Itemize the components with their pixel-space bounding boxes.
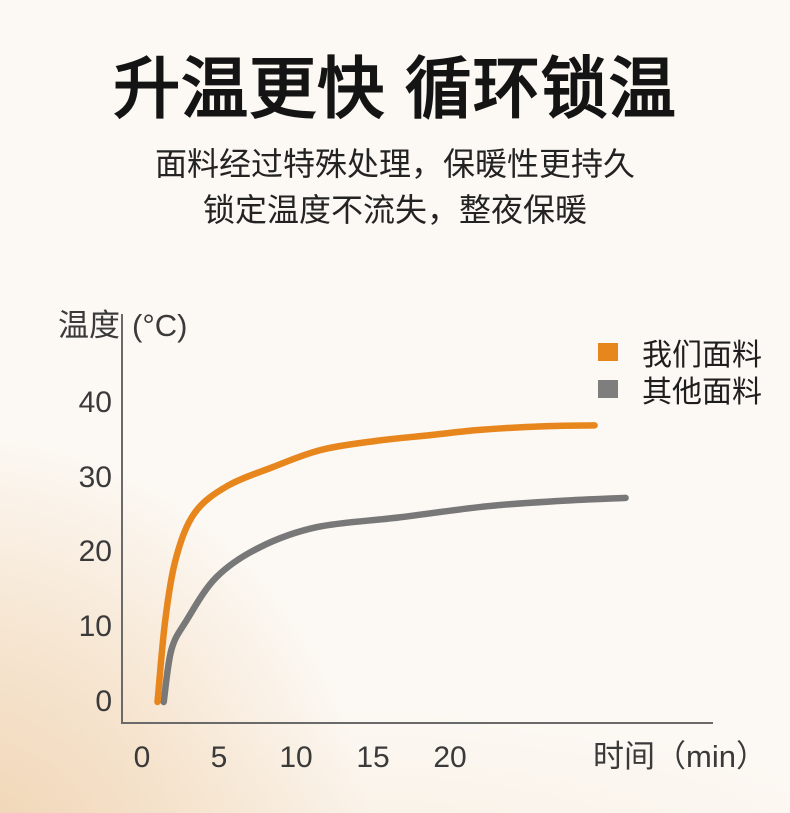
legend-item-our-fabric: 我们面料 bbox=[598, 336, 762, 372]
other-fabric-swatch-icon bbox=[598, 380, 618, 398]
our-fabric-line bbox=[154, 422, 598, 706]
legend-label: 我们面料 bbox=[642, 339, 762, 372]
our-fabric-swatch-icon bbox=[598, 343, 618, 361]
x-axis-title: 时间（min） bbox=[593, 739, 767, 774]
subtitle-line-2: 锁定温度不流失，整夜保暖 bbox=[202, 192, 587, 228]
page-subtitle: 面料经过特殊处理，保暖性更持久 锁定温度不流失，整夜保暖 bbox=[0, 141, 790, 233]
y-axis-unit: (°C) bbox=[132, 308, 188, 343]
y-tick-label: 10 bbox=[78, 610, 112, 643]
legend-label: 其他面料 bbox=[642, 376, 762, 409]
y-tick-label: 20 bbox=[78, 535, 112, 568]
chart-legend: 我们面料 其他面料 bbox=[598, 336, 762, 410]
x-tick-label: 5 bbox=[210, 741, 228, 774]
y-axis-title: 温度 bbox=[58, 308, 120, 343]
x-tick-label: 0 bbox=[133, 741, 151, 774]
x-tick-label: 20 bbox=[433, 741, 467, 774]
subtitle-line-1: 面料经过特殊处理，保暖性更持久 bbox=[154, 146, 635, 182]
x-tick-label: 10 bbox=[279, 741, 313, 774]
y-tick-label: 0 bbox=[95, 685, 112, 718]
other-fabric-line bbox=[160, 494, 629, 706]
y-tick-label: 30 bbox=[78, 461, 112, 494]
legend-item-other-fabric: 其他面料 bbox=[598, 373, 762, 409]
page-title: 升温更快 循环锁温 bbox=[113, 52, 677, 127]
y-tick-label: 40 bbox=[78, 386, 112, 419]
x-tick-label: 15 bbox=[356, 741, 390, 774]
